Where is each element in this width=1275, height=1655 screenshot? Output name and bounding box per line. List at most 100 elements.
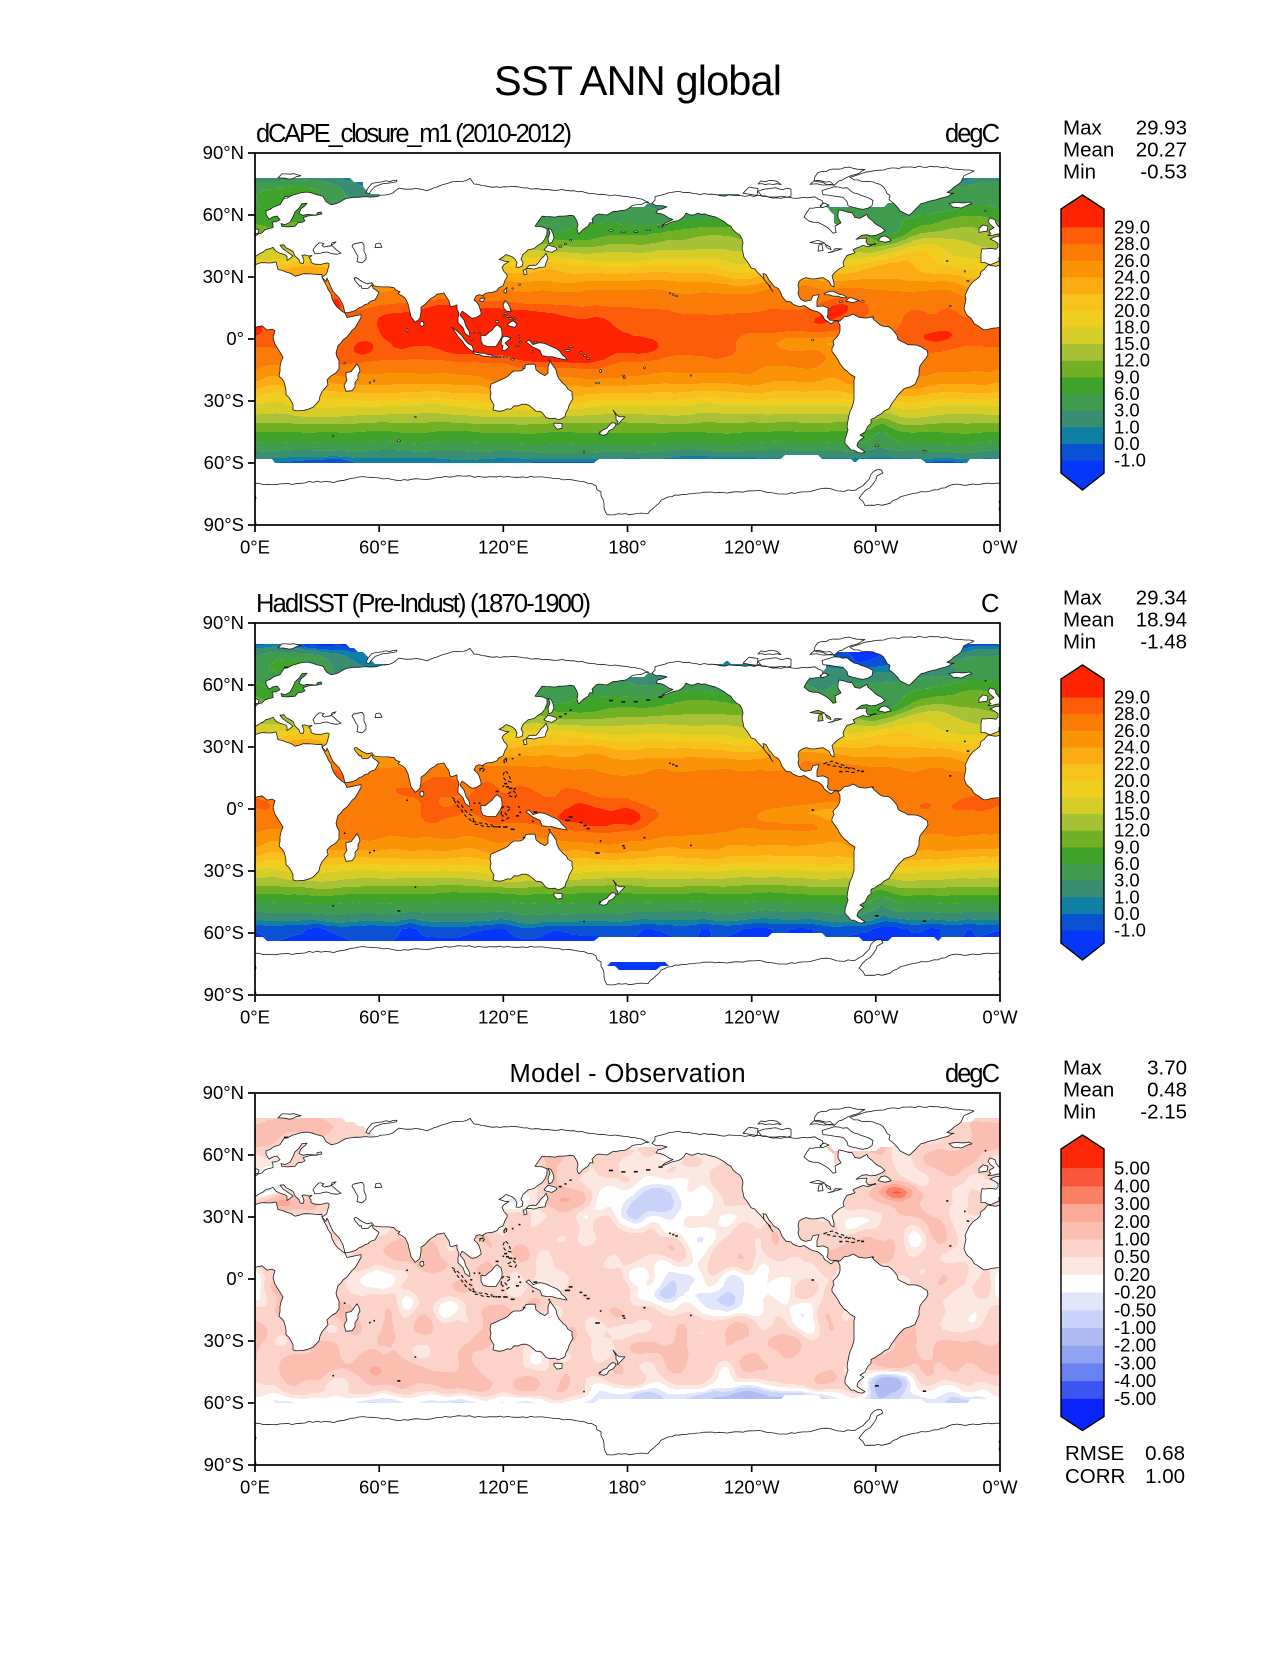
svg-text:0.20: 0.20 (1114, 1264, 1150, 1285)
svg-text:dCAPE_closure_m1 (2010-2012): dCAPE_closure_m1 (2010-2012) (256, 120, 572, 148)
svg-text:24.0: 24.0 (1114, 737, 1150, 758)
svg-text:29.93: 29.93 (1136, 117, 1187, 140)
svg-text:60°W: 60°W (853, 1477, 899, 1498)
svg-text:60°S: 60°S (204, 922, 244, 943)
svg-text:0°: 0° (226, 328, 244, 349)
svg-text:CORR: CORR (1065, 1465, 1125, 1488)
svg-text:60°N: 60°N (203, 1144, 244, 1165)
svg-text:-2.15: -2.15 (1140, 1101, 1187, 1124)
svg-text:Mean: Mean (1063, 609, 1114, 632)
svg-text:Min: Min (1063, 631, 1096, 654)
svg-text:12.0: 12.0 (1114, 350, 1150, 371)
svg-text:6.0: 6.0 (1114, 853, 1140, 874)
svg-text:120°W: 120°W (724, 537, 780, 558)
svg-text:0.0: 0.0 (1114, 433, 1140, 454)
svg-text:60°W: 60°W (853, 537, 899, 558)
svg-text:22.0: 22.0 (1114, 283, 1150, 304)
svg-text:90°S: 90°S (204, 984, 244, 1005)
svg-text:degC: degC (945, 120, 1000, 148)
svg-text:Min: Min (1063, 161, 1096, 184)
svg-text:12.0: 12.0 (1114, 820, 1150, 841)
svg-text:C: C (981, 590, 999, 618)
svg-text:120°E: 120°E (478, 537, 529, 558)
svg-text:degC: degC (945, 1060, 1000, 1088)
svg-text:0°: 0° (226, 1268, 244, 1289)
svg-text:1.0: 1.0 (1114, 886, 1140, 907)
svg-text:18.94: 18.94 (1136, 609, 1187, 632)
svg-text:120°E: 120°E (478, 1007, 529, 1028)
svg-text:28.0: 28.0 (1114, 233, 1150, 254)
svg-text:3.00: 3.00 (1114, 1193, 1150, 1214)
svg-text:30°N: 30°N (203, 266, 244, 287)
svg-text:Max: Max (1063, 117, 1102, 140)
svg-text:-0.53: -0.53 (1140, 161, 1187, 184)
svg-text:HadISST (Pre-Indust) (1870-190: HadISST (Pre-Indust) (1870-1900) (256, 590, 591, 618)
svg-text:120°W: 120°W (724, 1477, 780, 1498)
svg-text:0°W: 0°W (982, 537, 1018, 558)
svg-text:1.00: 1.00 (1114, 1229, 1150, 1250)
svg-text:-0.50: -0.50 (1114, 1299, 1156, 1320)
svg-text:-1.48: -1.48 (1140, 631, 1187, 654)
svg-text:90°N: 90°N (203, 612, 244, 633)
svg-text:26.0: 26.0 (1114, 720, 1150, 741)
svg-text:90°S: 90°S (204, 1454, 244, 1475)
svg-text:60°E: 60°E (359, 1007, 399, 1028)
svg-text:30°N: 30°N (203, 736, 244, 757)
svg-text:29.34: 29.34 (1136, 587, 1187, 610)
svg-text:20.0: 20.0 (1114, 300, 1150, 321)
svg-text:-4.00: -4.00 (1114, 1370, 1156, 1391)
svg-text:180°: 180° (608, 537, 646, 558)
svg-text:28.0: 28.0 (1114, 703, 1150, 724)
svg-text:120°E: 120°E (478, 1477, 529, 1498)
svg-text:120°W: 120°W (724, 1007, 780, 1028)
svg-text:0.68: 0.68 (1145, 1442, 1185, 1465)
svg-text:180°: 180° (608, 1007, 646, 1028)
svg-text:0°: 0° (226, 798, 244, 819)
svg-text:18.0: 18.0 (1114, 786, 1150, 807)
svg-text:0°E: 0°E (240, 1477, 270, 1498)
svg-text:-3.00: -3.00 (1114, 1352, 1156, 1373)
svg-text:30°S: 30°S (204, 390, 244, 411)
svg-text:15.0: 15.0 (1114, 803, 1150, 824)
svg-text:Max: Max (1063, 587, 1102, 610)
svg-text:90°N: 90°N (203, 142, 244, 163)
svg-text:90°N: 90°N (203, 1082, 244, 1103)
svg-text:180°: 180° (608, 1477, 646, 1498)
svg-text:-1.0: -1.0 (1114, 920, 1146, 941)
svg-text:30°S: 30°S (204, 860, 244, 881)
svg-text:9.0: 9.0 (1114, 366, 1140, 387)
svg-text:0°W: 0°W (982, 1007, 1018, 1028)
svg-text:Min: Min (1063, 1101, 1096, 1124)
svg-text:60°E: 60°E (359, 1477, 399, 1498)
svg-text:30°S: 30°S (204, 1330, 244, 1351)
svg-text:0.50: 0.50 (1114, 1246, 1150, 1267)
svg-text:0.0: 0.0 (1114, 903, 1140, 924)
svg-text:29.0: 29.0 (1114, 687, 1150, 708)
svg-text:-1.00: -1.00 (1114, 1317, 1156, 1338)
svg-text:60°S: 60°S (204, 1392, 244, 1413)
svg-text:90°S: 90°S (204, 514, 244, 535)
svg-text:15.0: 15.0 (1114, 333, 1150, 354)
svg-text:0°E: 0°E (240, 1007, 270, 1028)
svg-text:1.00: 1.00 (1145, 1465, 1185, 1488)
svg-text:Mean: Mean (1063, 1079, 1114, 1102)
svg-text:3.0: 3.0 (1114, 870, 1140, 891)
svg-text:0.48: 0.48 (1147, 1079, 1187, 1102)
svg-text:-1.0: -1.0 (1114, 450, 1146, 471)
svg-text:26.0: 26.0 (1114, 250, 1150, 271)
svg-text:0°W: 0°W (982, 1477, 1018, 1498)
svg-text:3.0: 3.0 (1114, 400, 1140, 421)
svg-text:24.0: 24.0 (1114, 266, 1150, 287)
svg-text:1.0: 1.0 (1114, 416, 1140, 437)
svg-text:20.27: 20.27 (1136, 139, 1187, 162)
svg-text:20.0: 20.0 (1114, 770, 1150, 791)
svg-text:5.00: 5.00 (1114, 1158, 1150, 1179)
svg-text:60°W: 60°W (853, 1007, 899, 1028)
svg-text:60°S: 60°S (204, 452, 244, 473)
svg-text:-2.00: -2.00 (1114, 1335, 1156, 1356)
svg-text:-0.20: -0.20 (1114, 1282, 1156, 1303)
svg-text:Model - Observation: Model - Observation (510, 1060, 746, 1088)
svg-text:60°E: 60°E (359, 537, 399, 558)
svg-text:SST ANN global: SST ANN global (494, 57, 782, 104)
svg-text:0°E: 0°E (240, 537, 270, 558)
